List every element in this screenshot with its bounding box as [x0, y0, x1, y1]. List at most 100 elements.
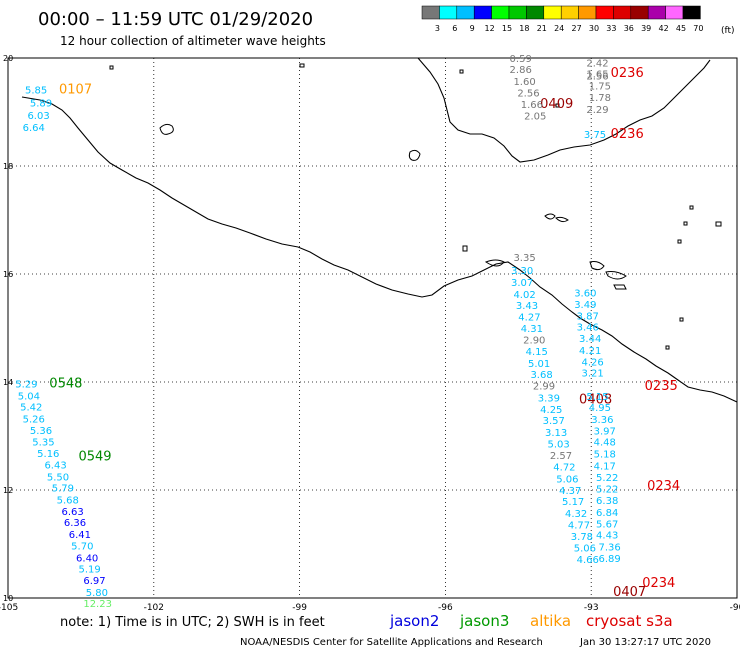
wave-height-value: 3.43	[516, 301, 538, 312]
wave-height-value: 1.66	[521, 100, 543, 111]
colorbar-tick-label: 21	[537, 24, 547, 33]
wave-height-value: 6.63	[61, 507, 83, 518]
wave-height-value: 5.85	[25, 86, 47, 97]
legend-item-jason3: jason3	[459, 612, 509, 630]
colorbar-swatch	[630, 5, 649, 20]
wave-height-values: 5.855.896.036.640.592.861.602.561.662.05…	[15, 54, 620, 610]
colorbar-tick-label: 45	[676, 24, 686, 33]
wave-height-value: 2.99	[533, 382, 555, 393]
colorbar-tick-label: 9	[470, 24, 475, 33]
wave-height-value: 3.21	[581, 369, 603, 380]
wave-height-value: 3.13	[545, 428, 567, 439]
track-time-label: 0548	[49, 376, 82, 391]
colorbar-swatch	[595, 5, 614, 20]
track-time-label: 0408	[579, 393, 612, 408]
wave-height-value: 6.40	[76, 553, 98, 564]
wave-height-value: 6.41	[69, 530, 91, 541]
wave-height-value: 4.37	[559, 486, 581, 497]
lat-tick-label: 20	[3, 54, 13, 63]
footer-note: note: 1) Time is in UTC; 2) SWH is in fe…	[60, 615, 325, 630]
wave-height-value: 2.29	[586, 105, 608, 116]
colorbar-swatch	[578, 5, 597, 20]
wave-height-value: 5.68	[57, 496, 79, 507]
colorbar-swatch	[560, 5, 579, 20]
colorbar-swatch	[508, 5, 527, 20]
wave-height-value: 2.86	[510, 65, 532, 76]
track-time-labels: 0107 0236 0409 0236 0548 0549 0235 0408 0234 0234…	[49, 66, 680, 600]
wave-height-value: 4.72	[553, 463, 575, 474]
wave-height-value: 4.02	[513, 290, 535, 301]
wave-height-value: 5.26	[23, 415, 45, 426]
colorbar-tick-label: 27	[572, 24, 582, 33]
color-scale-bar: 3 6 9 12 15 18 21 24 27 30 33 36 39 42 45 70	[421, 5, 703, 33]
wave-height-value: 6.64	[23, 123, 45, 134]
wave-height-value: 2.42	[586, 59, 608, 70]
track-time-label: 0234	[642, 576, 675, 591]
wave-height-value: 5.36	[30, 426, 52, 437]
colorbar-tick-label: 36	[624, 24, 634, 33]
wave-height-value: 1.78	[589, 93, 611, 104]
islands	[109, 63, 722, 350]
wave-height-value: 5.80	[86, 588, 108, 599]
wave-height-value: 6.84	[596, 508, 618, 519]
lon-tick-label: -93	[584, 603, 599, 613]
wave-height-value: 4.21	[579, 346, 601, 357]
wave-height-value: 4.31	[521, 324, 543, 335]
map-title: 00:00 – 11:59 UTC 01/29/2020	[38, 9, 313, 30]
wave-height-value: 6.43	[44, 460, 66, 471]
colorbar-swatch	[456, 5, 475, 20]
track-time-label: 0549	[78, 449, 111, 464]
lat-tick-label: 18	[3, 162, 13, 171]
wave-height-value: 1.65	[586, 69, 608, 80]
wave-height-value: 7.36	[598, 542, 620, 553]
track-time-label: 0236	[611, 127, 644, 142]
colorbar-tick-label: 3	[435, 24, 440, 33]
wave-height-value: 5.19	[78, 565, 100, 576]
wave-height-value: 1.60	[513, 77, 535, 88]
wave-height-value: 5.01	[528, 359, 550, 370]
wave-height-value: 5.03	[547, 439, 569, 450]
wave-height-value: 3.97	[594, 426, 616, 437]
wave-height-value: 2.57	[550, 451, 572, 462]
lon-tick-label: -99	[292, 603, 307, 613]
colorbar-swatch	[647, 5, 666, 20]
wave-height-value: 2.56	[517, 88, 539, 99]
wave-height-value: 5.17	[562, 497, 584, 508]
colorbar-swatch	[613, 5, 632, 20]
colorbar-tick-label: 6	[452, 24, 457, 33]
legend-item-cryosat-s3a: cryosat s3a	[586, 612, 673, 630]
satellite-legend: jason2 jason3 altika cryosat s3a	[389, 612, 673, 630]
wave-height-value: 3.07	[511, 278, 533, 289]
colorbar-swatch	[543, 5, 562, 20]
wave-height-value: 2.90	[523, 336, 545, 347]
wave-height-value: 5.89	[30, 99, 52, 110]
lon-tick-label: -90	[730, 603, 740, 613]
lon-tick-label: -96	[438, 603, 453, 613]
colorbar-tick-label: 70	[693, 24, 703, 33]
wave-height-value: 3.39	[538, 393, 560, 404]
gulf-coastline	[417, 57, 711, 163]
wave-height-value: 3.87	[577, 311, 599, 322]
map-frame	[7, 57, 738, 599]
colorbar-swatch	[526, 5, 545, 20]
wave-height-value: 4.15	[526, 347, 548, 358]
track-time-label: 0235	[645, 379, 678, 394]
lon-tick-label: -102	[144, 603, 164, 613]
footer-timestamp: Jan 30 13:27:17 UTC 2020	[579, 637, 711, 648]
wave-height-value: 6.38	[596, 496, 618, 507]
wave-height-value: 3.36	[591, 415, 613, 426]
colorbar-tick-label: 42	[659, 24, 669, 33]
wave-height-value: 4.26	[581, 357, 603, 368]
wave-height-value: 3.60	[574, 289, 596, 300]
wave-height-value: 6.03	[27, 111, 49, 122]
wave-height-value: 4.43	[596, 531, 618, 542]
legend-item-altika: altika	[530, 612, 571, 630]
wave-height-value: 2.56	[586, 72, 608, 83]
wave-height-value: 5.18	[594, 450, 616, 461]
wave-height-value: 5.50	[47, 472, 69, 483]
lat-tick-label: 10	[3, 594, 13, 603]
track-time-label: 0107	[59, 83, 92, 98]
colorbar-tick-label: 24	[554, 24, 564, 33]
wave-height-value: 4.25	[540, 405, 562, 416]
